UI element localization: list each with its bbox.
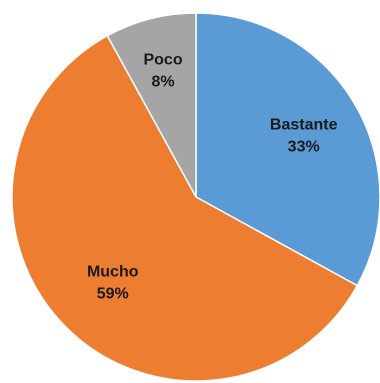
slice-label-poco: Poco: [143, 52, 182, 69]
slice-label-bastante: Bastante: [270, 116, 338, 133]
slice-percent-bastante: 33%: [288, 138, 320, 155]
slice-percent-poco: 8%: [151, 74, 174, 91]
pie-slice-bastante: [195, 12, 380, 287]
pie-slice-poco: [106, 12, 197, 198]
pie-slice-mucho: [11, 34, 359, 382]
slice-label-mucho: Mucho: [87, 263, 139, 280]
slice-percent-mucho: 59%: [97, 285, 129, 302]
